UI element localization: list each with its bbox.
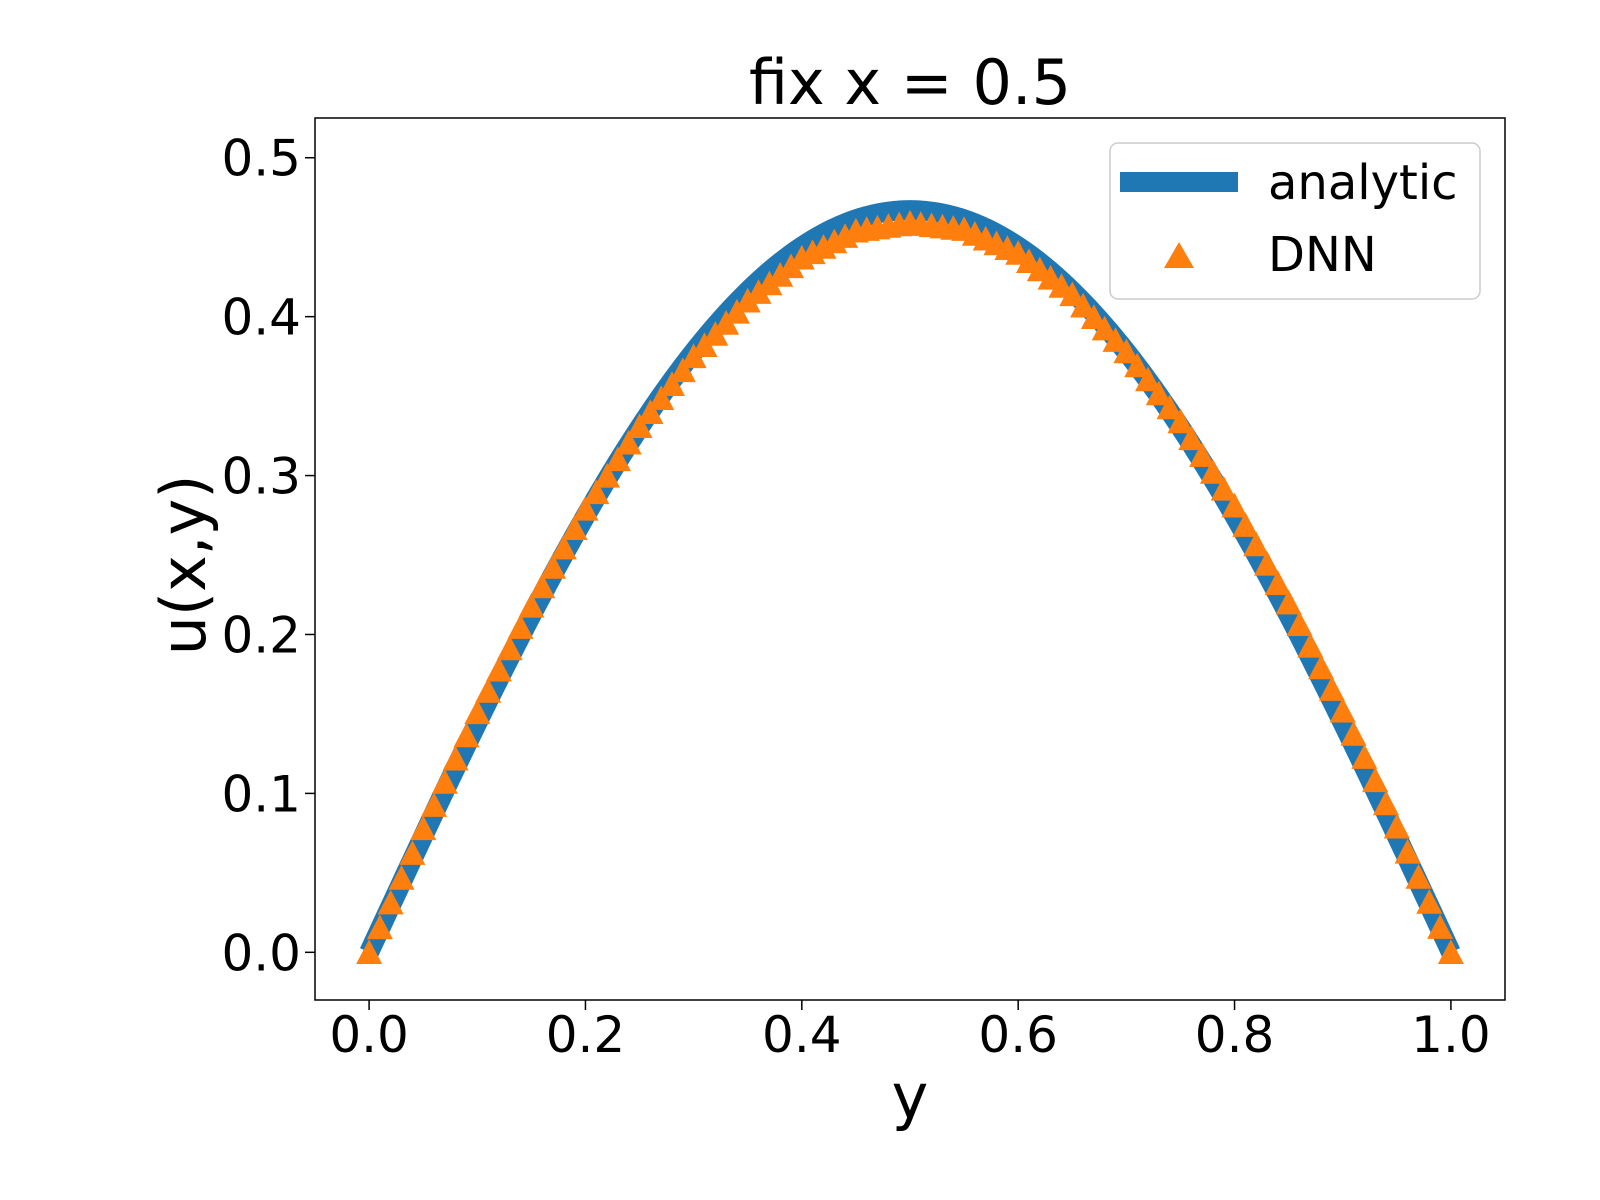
dnn-marker xyxy=(1091,315,1118,341)
dnn-marker xyxy=(1210,475,1237,501)
dnn-marker xyxy=(442,745,469,771)
dnn-marker xyxy=(1437,939,1464,964)
dnn-marker xyxy=(1145,380,1172,406)
dnn-marker xyxy=(637,399,664,424)
dnn-marker xyxy=(1308,654,1335,680)
series-layer xyxy=(356,200,1464,964)
dnn-marker xyxy=(572,495,599,521)
y-tick-label: 0.5 xyxy=(221,130,301,188)
dnn-marker xyxy=(626,413,653,438)
dnn-marker xyxy=(1340,721,1367,746)
dnn-marker xyxy=(356,939,383,964)
dnn-marker xyxy=(1329,697,1356,723)
y-tick-label: 0.4 xyxy=(221,289,301,347)
x-tick-label: 1.0 xyxy=(1411,1006,1491,1064)
dnn-marker xyxy=(1221,492,1248,518)
dnn-marker xyxy=(1102,327,1129,352)
dnn-marker xyxy=(518,592,545,618)
dnn-marker xyxy=(496,635,523,661)
x-tick-label: 0.8 xyxy=(1195,1006,1275,1064)
dnn-marker xyxy=(550,534,577,560)
dnn-marker xyxy=(1318,676,1345,701)
dnn-marker xyxy=(1427,914,1454,939)
dnn-marker xyxy=(1264,570,1291,595)
dnn-marker xyxy=(669,357,696,383)
dnn-marker xyxy=(410,815,437,841)
dnn-marker xyxy=(377,889,404,915)
dnn-marker xyxy=(1059,281,1086,307)
dnn-marker xyxy=(529,573,556,599)
y-axis-title: u(x,y) xyxy=(147,475,220,656)
dnn-marker xyxy=(507,614,534,639)
dnn-marker xyxy=(561,515,588,540)
legend-analytic-label: analytic xyxy=(1268,155,1458,211)
dnn-marker xyxy=(366,914,393,940)
series-analytic-line xyxy=(360,200,1460,957)
dnn-marker xyxy=(615,429,642,455)
dnn-marker xyxy=(1286,611,1313,636)
dnn-marker xyxy=(1383,813,1410,839)
dnn-marker xyxy=(1232,512,1259,537)
plot-frame xyxy=(314,117,1506,1001)
x-tick-label: 0.0 xyxy=(329,1006,409,1064)
dnn-marker xyxy=(475,678,502,703)
dnn-marker xyxy=(1135,366,1161,392)
x-tick-label: 0.6 xyxy=(978,1006,1058,1064)
dnn-marker xyxy=(1156,394,1183,420)
y-tick-label: 0.0 xyxy=(221,924,301,982)
dnn-marker xyxy=(648,385,675,410)
legend: analytic DNN xyxy=(1109,142,1481,300)
dnn-marker xyxy=(1124,352,1151,378)
x-tick-label: 0.2 xyxy=(546,1006,626,1064)
y-tick-label: 0.3 xyxy=(221,448,301,506)
legend-dnn-marker xyxy=(1164,242,1194,268)
dnn-marker xyxy=(1113,338,1140,364)
dnn-marker xyxy=(1351,744,1378,769)
dnn-marker xyxy=(659,371,685,396)
dnn-marker xyxy=(431,769,458,794)
dnn-marker xyxy=(1405,864,1432,889)
dnn-marker xyxy=(453,722,480,748)
x-axis: 0.0 0.2 0.4 0.6 0.8 1.0 xyxy=(329,1000,1491,1064)
dnn-marker xyxy=(1416,889,1443,914)
dnn-marker xyxy=(1243,531,1270,557)
dnn-marker xyxy=(1189,442,1216,467)
dnn-marker xyxy=(1297,632,1324,658)
dnn-marker xyxy=(1070,292,1097,318)
x-axis-title: y xyxy=(892,1060,929,1133)
legend-analytic-swatch xyxy=(1120,172,1238,192)
dnn-marker xyxy=(421,792,447,817)
dnn-marker xyxy=(1362,767,1389,793)
dnn-marker xyxy=(594,462,621,488)
dnn-marker xyxy=(540,554,566,579)
legend-dnn-label: DNN xyxy=(1268,227,1377,283)
y-tick-label: 0.2 xyxy=(221,606,301,664)
dnn-marker xyxy=(1178,425,1205,451)
dnn-marker xyxy=(399,840,426,865)
dnn-marker xyxy=(604,446,631,472)
x-tick-label: 0.4 xyxy=(762,1006,842,1064)
dnn-marker xyxy=(1080,304,1107,329)
dnn-marker xyxy=(1394,838,1421,864)
dnn-marker xyxy=(583,479,610,505)
dnn-marker xyxy=(1254,550,1280,576)
dnn-marker xyxy=(1373,790,1399,816)
dnn-marker xyxy=(1275,589,1302,615)
dnn-marker xyxy=(388,865,415,890)
dnn-marker xyxy=(464,699,491,725)
dnn-marker xyxy=(485,656,512,682)
chart-title: fix x = 0.5 xyxy=(749,46,1071,119)
dnn-marker xyxy=(1167,408,1194,434)
y-tick-label: 0.1 xyxy=(221,765,301,823)
y-axis: 0.0 0.1 0.2 0.3 0.4 0.5 xyxy=(221,130,315,982)
dnn-marker xyxy=(1199,459,1226,484)
